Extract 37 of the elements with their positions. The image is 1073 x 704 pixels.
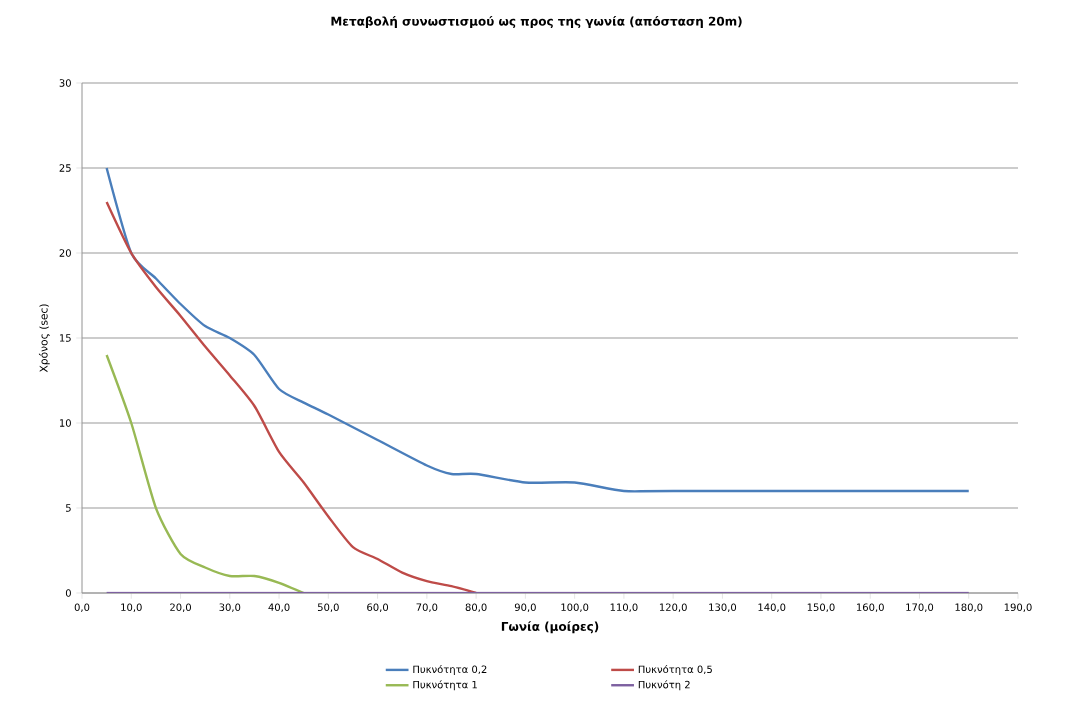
line-series xyxy=(105,353,305,593)
x-tick-label: 80,0 xyxy=(465,603,487,612)
y-tick-label: 25 xyxy=(59,164,71,172)
x-tick-label: 0,0 xyxy=(74,603,90,612)
x-tick-label: 130,0 xyxy=(709,603,737,612)
y-tick-label: 0 xyxy=(65,589,71,597)
x-tick-label: 10,0 xyxy=(121,603,142,612)
x-tick-label: 140,0 xyxy=(758,603,786,612)
x-tick-label: 170,0 xyxy=(906,603,934,612)
x-tick-label: 100,0 xyxy=(561,603,589,612)
x-tick-label: 40,0 xyxy=(268,603,290,612)
y-tick-label: 10 xyxy=(59,419,71,427)
x-tick-label: 20,0 xyxy=(170,603,191,612)
legend-label: Πυκνότητα 1 xyxy=(413,680,477,691)
x-tick-label: 120,0 xyxy=(659,603,687,612)
y-tick-label: 30 xyxy=(59,79,71,87)
x-tick-label: 150,0 xyxy=(807,603,835,612)
y-tick-label: 15 xyxy=(59,334,71,342)
x-tick-label: 60,0 xyxy=(367,603,389,612)
x-tick-label: 110,0 xyxy=(610,603,638,612)
x-tick-label: 30,0 xyxy=(219,603,241,612)
legend-label: Πυκνότη 2 xyxy=(638,680,690,691)
x-tick-label: 190,0 xyxy=(1004,603,1032,612)
y-axis-title: Χρόνος (sec) xyxy=(38,304,50,373)
x-tick-label: 70,0 xyxy=(416,603,438,612)
line-series xyxy=(105,200,478,593)
x-tick-label: 180,0 xyxy=(955,603,983,612)
x-tick-label: 50,0 xyxy=(317,603,339,612)
x-tick-label: 160,0 xyxy=(857,603,884,612)
chart-title: Μεταβολή συνωστισμού ως προς της γωνία (απόσταση 20m) xyxy=(331,15,742,29)
x-tick-label: 90,0 xyxy=(514,603,536,612)
y-tick-label: 20 xyxy=(59,249,71,257)
y-tick-label: 5 xyxy=(66,504,71,512)
line-series xyxy=(105,166,970,493)
x-axis-title: Γωνία (μοίρες) xyxy=(501,621,599,634)
legend-label: Πυκνότητα 0,2 xyxy=(413,664,487,675)
legend-label: Πυκνότητα 0,5 xyxy=(638,664,712,675)
